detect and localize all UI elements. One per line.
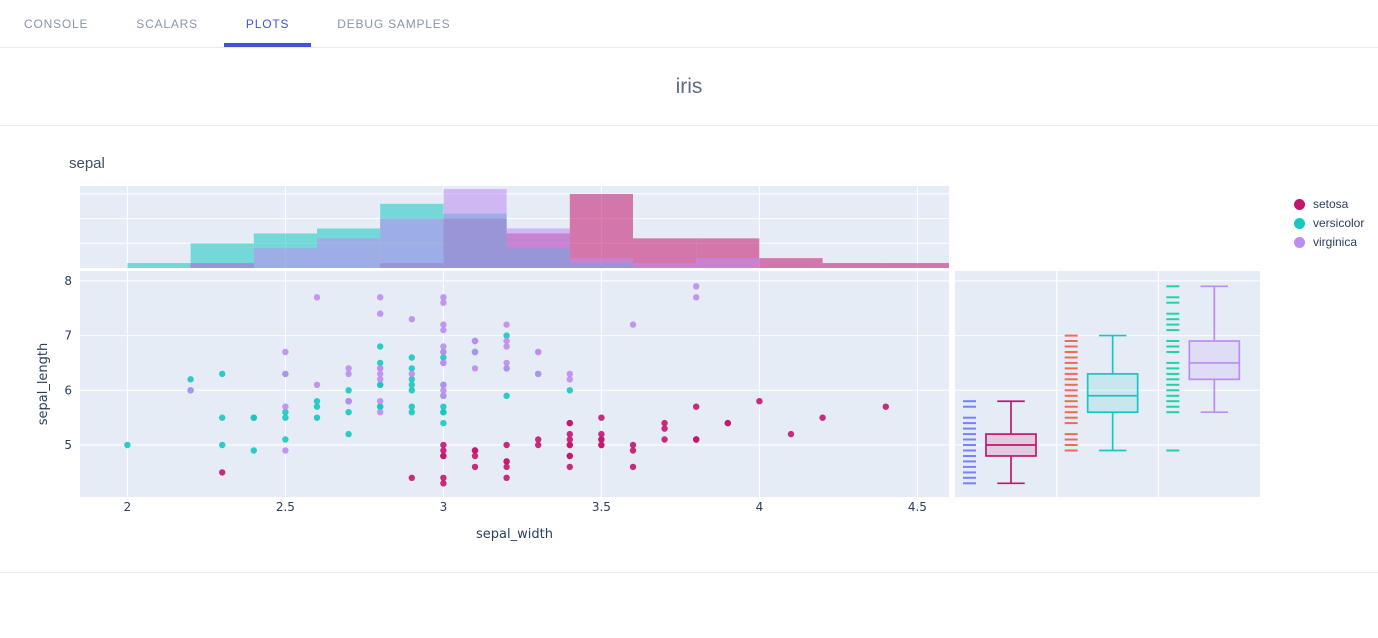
- tab-console-label: CONSOLE: [24, 16, 89, 31]
- legend-marker-icon: [1294, 198, 1305, 210]
- legend-marker-icon: [1294, 217, 1305, 229]
- plot-title: sepal: [69, 155, 105, 172]
- chart-legend: setosa versicolor virginica: [1294, 197, 1364, 249]
- legend-label: versicolor: [1313, 216, 1365, 230]
- chart-text: sepal_width: [476, 527, 553, 542]
- chart-text: 2.5: [276, 500, 295, 514]
- tab-plots-label: PLOTS: [245, 16, 290, 31]
- iris-scatter-chart-canvas[interactable]: 2 2.5 3 3.5 4 4.5 5 6 7 8 sepal_width sepal_length: [0, 140, 1378, 552]
- tab-debug-samples[interactable]: DEBUG SAMPLES: [315, 0, 472, 47]
- plot-card: sepal 2 2.5 3 3.5 4 4.5 5 6 7 8 sepal_width sepal_l…: [0, 126, 1378, 573]
- tab-bar: CONSOLE SCALARS PLOTS DEBUG SAMPLES: [0, 0, 1378, 48]
- legend-label: virginica: [1313, 235, 1358, 249]
- chart-text: 6: [64, 383, 72, 397]
- tab-scalars[interactable]: SCALARS: [114, 0, 220, 47]
- tab-plots[interactable]: PLOTS: [223, 0, 312, 47]
- plot-group-header: iris: [0, 48, 1378, 126]
- chart-text: 4: [756, 500, 764, 514]
- tab-active-underline: [223, 43, 312, 47]
- chart-text: 7: [64, 329, 72, 343]
- chart-text: 2: [124, 500, 132, 514]
- tab-scalars-label: SCALARS: [136, 16, 198, 31]
- chart-text: 4.5: [908, 500, 927, 514]
- legend-marker-icon: [1294, 236, 1305, 248]
- chart-text: 8: [64, 274, 72, 288]
- chart-text: 3.5: [592, 500, 611, 514]
- tab-console[interactable]: CONSOLE: [2, 0, 110, 47]
- tab-debug-samples-label: DEBUG SAMPLES: [337, 16, 451, 31]
- legend-item-virginica[interactable]: virginica: [1294, 235, 1364, 249]
- page-title: iris: [675, 74, 703, 98]
- legend-item-setosa[interactable]: setosa: [1294, 197, 1364, 211]
- chart-text: 3: [440, 500, 448, 514]
- legend-item-versicolor[interactable]: versicolor: [1294, 216, 1364, 230]
- legend-label: setosa: [1313, 197, 1349, 211]
- chart-text: 5: [64, 438, 72, 452]
- chart-text: sepal_length: [36, 343, 51, 426]
